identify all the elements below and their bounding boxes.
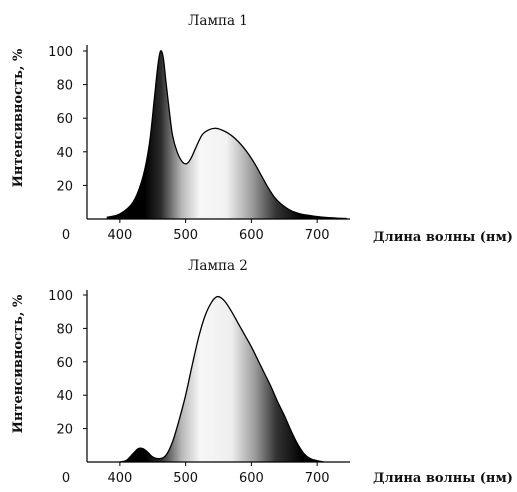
tick-marks <box>83 294 318 466</box>
x-tick-label: 700 <box>305 471 330 486</box>
y-axis-label: Интенсивность, % <box>11 294 26 433</box>
tick-marks <box>83 50 318 223</box>
x-tick-label: 400 <box>107 471 132 486</box>
origin-tick-label: 0 <box>62 228 70 243</box>
x-axis-label: Длина волны (нм) <box>373 471 513 486</box>
x-tick-label: 600 <box>239 471 264 486</box>
x-tick-label: 400 <box>107 228 132 243</box>
series-area-fill <box>106 50 347 219</box>
y-tick-label: 100 <box>48 45 73 60</box>
x-tick-label: 500 <box>173 471 198 486</box>
y-tick-label: 40 <box>56 146 73 161</box>
y-axis-label: Интенсивность, % <box>11 48 26 187</box>
y-tick-label: 80 <box>56 79 73 94</box>
origin-tick-label: 0 <box>62 471 70 486</box>
panel-lamp-1: Лампа 1 Интенсивность, % 0 Длина волны (… <box>11 13 513 245</box>
chart-title: Лампа 2 <box>188 258 248 274</box>
series-area-fill <box>119 296 324 462</box>
chart-plot-area <box>83 290 350 466</box>
x-tick-label: 700 <box>305 228 330 243</box>
series-line <box>106 50 347 220</box>
y-tick-label: 40 <box>56 389 73 404</box>
panel-lamp-2: Лампа 2 Интенсивность, % 0 Длина волны (… <box>11 258 513 486</box>
x-axis-label: Длина волны (нм) <box>373 230 513 245</box>
series-line <box>119 295 324 463</box>
chart-plot-area <box>83 45 350 223</box>
x-tick-label: 500 <box>173 228 198 243</box>
y-tick-label: 20 <box>56 179 73 194</box>
y-tick-label: 80 <box>56 322 73 337</box>
chart-title: Лампа 1 <box>188 13 248 29</box>
y-tick-label: 60 <box>56 112 73 127</box>
y-tick-label: 20 <box>56 423 73 438</box>
y-tick-label: 100 <box>48 289 73 304</box>
x-tick-label: 600 <box>239 228 264 243</box>
y-tick-label: 60 <box>56 356 73 371</box>
